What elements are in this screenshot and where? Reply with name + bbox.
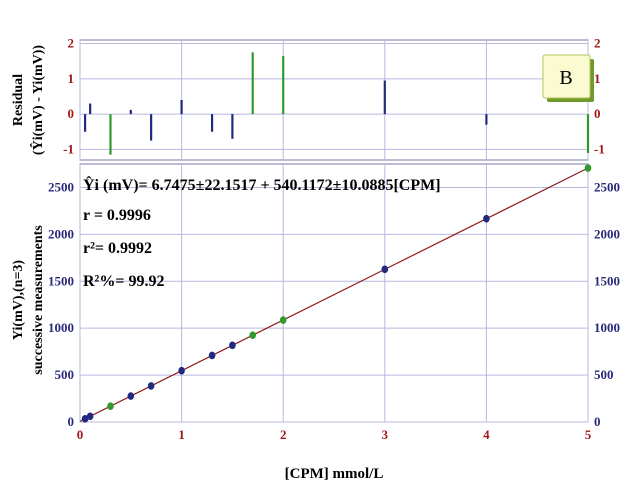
- calibration-ytick-right: 0: [594, 414, 601, 429]
- residual-tick-labels: -1 -1 0 0 1 1 2 2: [63, 36, 605, 157]
- x-axis-label: [CPM] mmol/L: [285, 466, 384, 482]
- calibration-ytick-right: 500: [594, 367, 614, 382]
- calibration-ytick-right: 2500: [594, 179, 620, 194]
- x-tick-label: 1: [178, 427, 185, 442]
- calibration-gridlines: [79, 164, 589, 423]
- calibration-ytick-left: 500: [55, 367, 75, 382]
- residual-plot-frame: [79, 39, 589, 161]
- data-point: [178, 366, 185, 375]
- calibration-ytick-right: 1500: [594, 273, 620, 288]
- data-point: [381, 265, 389, 274]
- residual-ylabel-line2: (Ŷi(mV) - Yi(mV)): [29, 45, 46, 155]
- residual-ylabel-line1: Residual: [11, 74, 26, 126]
- residual-ytick-left: -1: [63, 141, 74, 156]
- residual-bars: [83, 52, 590, 155]
- fit-r: r = 0.9996: [83, 207, 151, 224]
- calibration-ytick-right: 2000: [594, 226, 620, 241]
- data-point: [584, 164, 592, 172]
- residual-ytick-right: 2: [594, 36, 601, 51]
- data-point: [107, 402, 114, 410]
- residual-ytick-right: 0: [594, 106, 601, 121]
- x-tick-label: 0: [77, 427, 84, 442]
- panel-label-callout: B: [542, 54, 594, 102]
- data-point: [249, 331, 257, 340]
- panel-label: B: [559, 67, 572, 89]
- calibration-ytick-left: 0: [68, 414, 75, 429]
- residual-ytick-right: 1: [594, 71, 601, 86]
- data-point: [86, 412, 94, 421]
- residual-ytick-right: -1: [594, 141, 605, 156]
- calibration-ytick-left: 2000: [48, 226, 74, 241]
- data-point: [208, 351, 216, 360]
- data-point: [147, 382, 155, 390]
- calibration-ytick-left: 2500: [48, 179, 74, 194]
- calibration-ytick-right: 1000: [594, 320, 620, 335]
- regression-line: [79, 167, 589, 422]
- fit-equation: Ŷi (mV)= 6.7475±22.1517 + 540.1172±10.08…: [83, 175, 441, 194]
- residual-panel: -1 -1 0 0 1 1 2 2 B Residual (Ŷi(mV) - Yi(mV)): [11, 36, 605, 161]
- calibration-ytick-left: 1000: [48, 320, 74, 335]
- calibration-ytick-left: 1500: [48, 273, 74, 288]
- residual-ytick-left: 2: [68, 36, 75, 51]
- data-point: [279, 316, 287, 324]
- x-tick-label: 4: [483, 427, 490, 442]
- x-tick-label: 3: [382, 427, 389, 442]
- data-point: [229, 341, 236, 350]
- x-tick-label: 5: [585, 427, 592, 442]
- residual-ytick-left: 1: [68, 71, 75, 86]
- data-point: [81, 415, 89, 423]
- calibration-ylabel-line1: Yi(mV),(n=3): [11, 260, 26, 341]
- data-point: [483, 214, 490, 223]
- residual-ytick-left: 0: [68, 106, 75, 121]
- fit-R2pct: R²%= 99.92: [83, 273, 164, 290]
- fit-r2: r²= 0.9992: [83, 240, 152, 257]
- x-tick-label: 2: [280, 427, 287, 442]
- calibration-ylabel-line2: successive measurements: [31, 225, 46, 375]
- calibration-points: [81, 164, 592, 423]
- data-point: [127, 392, 135, 400]
